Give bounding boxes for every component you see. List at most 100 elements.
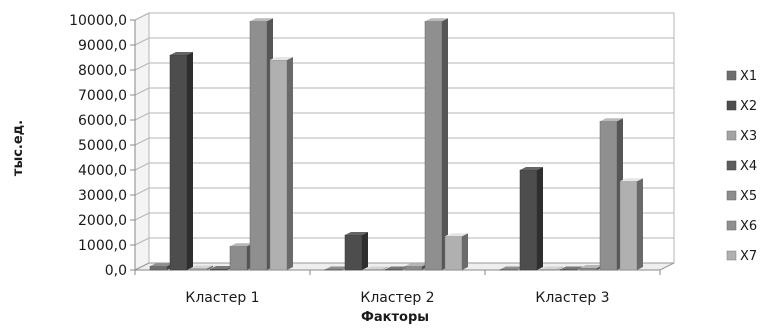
- legend-swatch: [726, 190, 737, 201]
- category-labels: Кластер 1 Кластер 2 Кластер 3: [185, 290, 609, 306]
- legend-label: X6: [740, 219, 757, 234]
- category-label: Кластер 1: [185, 290, 259, 306]
- bar-top: [365, 266, 388, 270]
- y-tick-label: 6000,0: [78, 113, 127, 129]
- bar-top: [170, 52, 193, 55]
- bar-x7-cluster-3: [619, 178, 643, 271]
- bar-front: [444, 236, 463, 271]
- bar-front: [364, 269, 383, 271]
- bar-top: [425, 18, 448, 22]
- bar-top: [540, 266, 563, 270]
- bar-top: [250, 18, 273, 22]
- bar-top: [270, 57, 293, 60]
- bar-top: [150, 263, 173, 267]
- bar-x5-cluster-1: [229, 243, 253, 271]
- bar-front: [209, 268, 228, 271]
- bars: [149, 18, 643, 271]
- bar-x7-cluster-1: [269, 57, 293, 271]
- legend-label: X2: [740, 99, 757, 114]
- bar-side: [382, 266, 388, 270]
- y-tick-label: 3000,0: [78, 188, 127, 204]
- legend-swatch: [726, 70, 737, 81]
- legend-swatch: [726, 100, 737, 111]
- y-tick-labels: 0,0 1000,0 2000,0 3000,0 4000,0 5000,0 6000,0 7…: [69, 13, 127, 279]
- bar-side: [362, 232, 368, 270]
- bar-top: [405, 263, 428, 267]
- y-tick-label: 5000,0: [78, 138, 127, 154]
- bar-front: [559, 269, 578, 271]
- bar-side: [462, 233, 468, 270]
- bar-side: [557, 266, 563, 270]
- legend-label: X7: [740, 249, 757, 264]
- legend-item-x4: X4: [726, 159, 757, 174]
- bar-top: [520, 167, 543, 170]
- gridlines: [134, 12, 675, 271]
- bar-front: [169, 54, 188, 271]
- bar-front: [599, 121, 618, 271]
- y-axis-title: тыс.ед.: [11, 120, 26, 176]
- bar-side: [637, 178, 643, 270]
- bar-x6-cluster-2: [424, 18, 448, 271]
- y-tick-label: 8000,0: [78, 63, 127, 79]
- x-axis-title: Факторы: [361, 310, 429, 325]
- bar-x3-cluster-2: [364, 266, 388, 271]
- legend-label: X1: [740, 69, 757, 84]
- gridline: [134, 112, 674, 121]
- category-label: Кластер 3: [535, 290, 609, 306]
- bar-top: [210, 266, 233, 269]
- legend-item-x5: X5: [726, 189, 757, 204]
- legend-item-x3: X3: [726, 129, 757, 144]
- bar-x4-cluster-3: [559, 266, 583, 271]
- gridline: [134, 162, 674, 171]
- y-tick-label: 0,0: [105, 263, 127, 279]
- bar-top: [230, 243, 253, 247]
- bar-front: [404, 266, 423, 271]
- gridline: [134, 187, 674, 196]
- bar-front: [539, 269, 558, 271]
- legend-swatch: [726, 220, 737, 231]
- y-tick-label: 4000,0: [78, 163, 127, 179]
- bar-front: [269, 59, 288, 271]
- legend-swatch: [726, 250, 737, 261]
- bar-top: [345, 232, 368, 235]
- y-tick-label: 10000,0: [69, 13, 127, 29]
- legend-item-x7: X7: [726, 249, 757, 264]
- bar-x6-cluster-1: [249, 18, 273, 271]
- legend: X1 X2 X3 X4 X5 X6 X7: [726, 69, 757, 264]
- bar-x6-cluster-3: [599, 118, 623, 271]
- legend-item-x2: X2: [726, 99, 757, 114]
- bar-front: [579, 267, 598, 271]
- bar-x7-cluster-2: [444, 233, 468, 271]
- gridline: [134, 212, 674, 221]
- legend-label: X3: [740, 129, 757, 144]
- gridline: [134, 87, 674, 96]
- bar-front: [189, 268, 208, 271]
- legend-swatch: [726, 160, 737, 171]
- bar-front: [424, 21, 443, 271]
- bar-x2-cluster-2: [344, 232, 368, 271]
- bar-top: [500, 266, 523, 270]
- bar-x2-cluster-3: [519, 167, 543, 271]
- y-tick-label: 9000,0: [78, 38, 127, 54]
- gridline: [134, 137, 674, 146]
- gridline: [134, 12, 674, 21]
- bar-front: [619, 181, 638, 271]
- legend-label: X4: [740, 159, 757, 174]
- bar-top: [560, 266, 583, 270]
- bar-front: [344, 234, 363, 271]
- legend-label: X5: [740, 189, 757, 204]
- gridline: [134, 37, 674, 46]
- bar-x4-cluster-2: [384, 266, 408, 271]
- bar-front: [149, 266, 168, 271]
- bar-front: [499, 269, 518, 271]
- y-tick-label: 7000,0: [78, 88, 127, 104]
- bar-x3-cluster-3: [539, 266, 563, 271]
- bar-top: [580, 265, 603, 268]
- gridline: [134, 62, 674, 71]
- bar-top: [385, 266, 408, 270]
- legend-item-x6: X6: [726, 219, 757, 234]
- bar-side: [187, 52, 193, 270]
- y-tick-label: 2000,0: [78, 213, 127, 229]
- bar-top: [445, 233, 468, 237]
